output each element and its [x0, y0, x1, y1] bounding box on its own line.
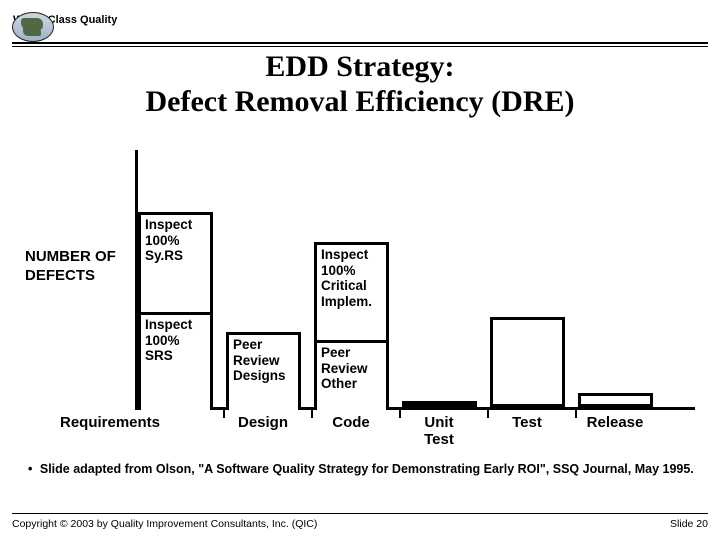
x-label: UnitTest: [414, 415, 464, 448]
attribution-text: • Slide adapted from Olson, "A Software …: [28, 462, 694, 476]
globe-icon: [12, 12, 54, 42]
header: World-Class Quality: [12, 10, 708, 50]
bar-cell: Peer Review Other: [317, 340, 386, 410]
bar-design: Peer Review Designs: [226, 332, 301, 407]
footer: Copyright © 2003 by Quality Improvement …: [12, 513, 708, 530]
copyright-text: Copyright © 2003 by Quality Improvement …: [12, 518, 317, 530]
bar-code: Inspect 100% Critical Implem.Peer Review…: [314, 242, 389, 407]
bar-cell: Peer Review Designs: [229, 335, 298, 410]
header-rule-thick: [12, 42, 708, 44]
bar-cell: Inspect 100% Critical Implem.: [317, 245, 386, 340]
x-axis-labels: RequirementsDesignCodeUnitTestTestReleas…: [135, 415, 695, 455]
x-label: Test: [487, 415, 567, 432]
bullet-icon: •: [28, 462, 32, 476]
x-label: Code: [311, 415, 391, 432]
x-label: Release: [570, 415, 660, 432]
header-rule-thin: [12, 46, 708, 47]
x-label: Design: [223, 415, 303, 432]
x-label: Requirements: [50, 415, 170, 432]
bar-unit-test: [402, 401, 477, 407]
title-line-1: EDD Strategy:: [265, 50, 454, 83]
bar-test: [490, 317, 565, 407]
x-axis: [135, 407, 695, 410]
bar-requirements: Inspect 100% Sy.RSInspect 100% SRS: [138, 212, 213, 407]
slide-number: Slide 20: [670, 518, 708, 530]
bar-cell: Inspect 100% Sy.RS: [141, 215, 210, 312]
title-line-2: Defect Removal Efficiency (DRE): [145, 85, 574, 118]
bar-chart: Inspect 100% Sy.RSInspect 100% SRSPeer R…: [135, 150, 695, 410]
attribution-content: Slide adapted from Olson, "A Software Qu…: [40, 462, 694, 476]
bar-release: [578, 393, 653, 407]
y-axis-label: NUMBER OF DEFECTS: [25, 248, 125, 286]
bar-cell: Inspect 100% SRS: [141, 312, 210, 410]
page-title: EDD Strategy: Defect Removal Efficiency …: [0, 50, 720, 119]
